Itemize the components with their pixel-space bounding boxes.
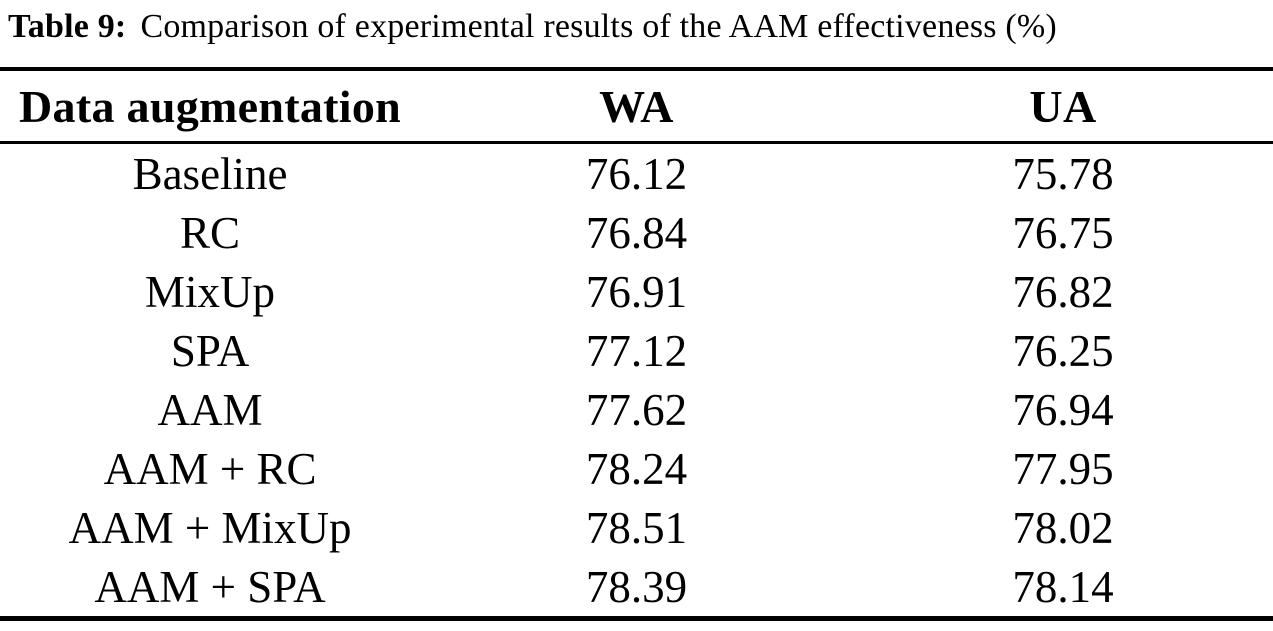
method-cell: RC <box>180 207 241 258</box>
ua-cell: 77.95 <box>1012 443 1114 494</box>
wa-cell: 78.51 <box>585 502 688 553</box>
ua-cell: 76.82 <box>1012 266 1114 317</box>
column-header-ua: UA <box>852 69 1273 144</box>
table-row: Baseline 76.12 75.78 <box>0 143 1273 204</box>
table-row: MixUp 76.91 76.82 <box>0 262 1273 321</box>
table-row: AAM + RC 78.24 77.95 <box>0 439 1273 498</box>
ua-cell: 78.02 <box>1012 502 1114 553</box>
ua-cell: 75.78 <box>1012 148 1114 199</box>
wa-cell: 77.12 <box>585 325 688 376</box>
header-row: Data augmentation WA UA <box>0 69 1273 144</box>
method-cell: Baseline <box>132 148 288 199</box>
method-cell: SPA <box>170 325 250 376</box>
results-table: Data augmentation WA UA Baseline 76.12 7… <box>0 67 1273 621</box>
method-cell: AAM + RC <box>103 443 317 494</box>
table-header: Data augmentation WA UA <box>0 69 1273 144</box>
table-caption: Table 9: Comparison of experimental resul… <box>0 0 1273 48</box>
wa-cell: 76.12 <box>585 148 688 199</box>
wa-cell: 78.39 <box>585 561 688 612</box>
table-caption-text: Comparison of experimental results of th… <box>140 8 1057 45</box>
wa-cell: 78.24 <box>585 443 688 494</box>
column-header-wa: WA <box>420 69 853 144</box>
wa-cell: 77.62 <box>585 384 688 435</box>
wa-cell: 76.91 <box>585 266 688 317</box>
column-header-method: Data augmentation <box>0 69 421 144</box>
table-row: AAM + MixUp 78.51 78.02 <box>0 498 1273 557</box>
table-row: SPA 77.12 76.25 <box>0 321 1273 380</box>
method-cell: AAM <box>157 384 263 435</box>
ua-cell: 76.25 <box>1012 325 1114 376</box>
table-caption-label: Table 9: <box>8 8 127 45</box>
method-cell: MixUp <box>145 266 276 317</box>
table-row: AAM + SPA 78.39 78.14 <box>0 557 1273 619</box>
table-body: Baseline 76.12 75.78 RC 76.84 76.75 MixU… <box>0 143 1273 619</box>
ua-cell: 78.14 <box>1012 561 1114 612</box>
ua-cell: 76.75 <box>1012 207 1114 258</box>
ua-cell: 76.94 <box>1012 384 1114 435</box>
table-row: RC 76.84 76.75 <box>0 203 1273 262</box>
table-row: AAM 77.62 76.94 <box>0 380 1273 439</box>
method-cell: AAM + MixUp <box>68 502 352 553</box>
wa-cell: 76.84 <box>585 207 688 258</box>
method-cell: AAM + SPA <box>94 561 326 612</box>
